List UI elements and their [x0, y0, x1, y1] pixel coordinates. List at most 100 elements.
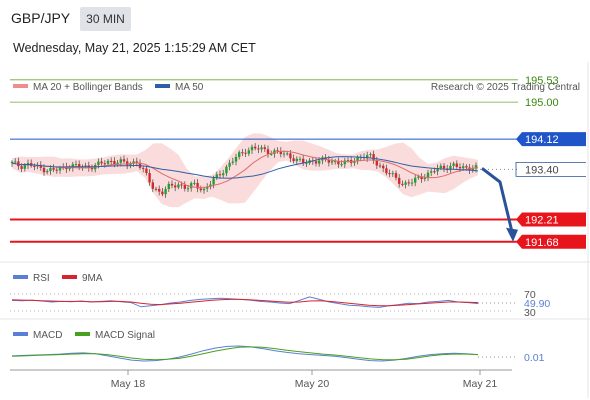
candle-body	[148, 173, 151, 183]
candle-body	[346, 160, 350, 161]
ma50-legend-label: MA 50	[175, 82, 204, 93]
candle-body	[455, 163, 458, 167]
candle-body	[42, 167, 46, 173]
candle-body	[68, 168, 71, 170]
candle-body	[228, 162, 231, 167]
candle-body	[279, 151, 282, 155]
candle-body	[180, 184, 183, 186]
candle-body	[250, 146, 254, 151]
candle-body	[78, 164, 81, 168]
candle-body	[129, 163, 132, 166]
candle-body	[170, 183, 174, 186]
level-192-21-box	[516, 212, 586, 227]
level-193-40-label: 193.40	[525, 164, 559, 176]
candle-body	[58, 167, 62, 171]
macd-last-value: 0.01	[524, 352, 545, 364]
candle-body	[353, 161, 356, 163]
candle-body	[414, 177, 417, 183]
candle-body	[382, 165, 385, 169]
rsi-ma-legend-swatch	[62, 275, 77, 279]
candle-body	[158, 188, 161, 192]
candle-body	[369, 154, 372, 156]
candle-body	[337, 161, 340, 165]
candle-body	[391, 173, 394, 175]
candle-body	[161, 191, 164, 195]
candle-body	[292, 158, 295, 162]
candle-body	[46, 171, 49, 173]
candle-body	[225, 166, 228, 174]
rsi-line	[11, 296, 479, 308]
x-label-may20: May 20	[295, 378, 330, 390]
candle-body	[33, 165, 36, 167]
rsi-last-value: 49.90	[524, 298, 550, 310]
candle-body	[52, 168, 55, 170]
rsi-level-30-label: 30	[524, 307, 536, 319]
forecast-arrow-shaft	[481, 167, 514, 233]
level-191-68-label: 191.68	[525, 237, 559, 249]
candle-body	[378, 165, 382, 167]
candle-body	[282, 153, 286, 155]
candle-body	[193, 182, 196, 184]
candle-body	[410, 182, 414, 184]
candle-body	[305, 163, 308, 165]
rsi-ma-line	[11, 298, 479, 307]
candle-body	[222, 173, 225, 176]
candle-body	[420, 176, 423, 180]
candle-body	[452, 163, 455, 166]
candle-body	[423, 177, 426, 180]
candle-body	[334, 161, 337, 163]
candle-body	[372, 154, 375, 161]
level-192-21-label: 192.21	[525, 215, 559, 227]
timeframe-button[interactable]: 30 MIN	[80, 7, 131, 31]
candle-body	[212, 178, 215, 185]
candle-body	[238, 152, 241, 157]
candle-body	[190, 183, 193, 189]
candle-body	[417, 176, 420, 178]
candle-body	[49, 168, 52, 172]
candle-body	[103, 163, 106, 165]
macd-signal-legend-label: MACD Signal	[95, 330, 155, 341]
candle-body	[254, 146, 257, 149]
candle-body	[177, 184, 180, 188]
candle-body	[462, 166, 465, 169]
candle-body	[145, 168, 148, 173]
candle-body	[199, 188, 202, 191]
candle-body	[263, 147, 266, 150]
ma50-legend-swatch	[155, 84, 170, 88]
candle-body	[385, 168, 388, 174]
candle-body	[71, 164, 74, 169]
candle-body	[270, 153, 273, 155]
candle-body	[436, 168, 439, 172]
candle-body	[433, 171, 436, 173]
candle-body	[318, 160, 321, 164]
candle-body	[449, 165, 452, 170]
candle-body	[10, 161, 14, 164]
level-194-12-box	[516, 132, 586, 147]
macd-legend-swatch	[13, 332, 28, 336]
rsi-level-70-label: 70	[524, 289, 536, 301]
candle-body	[90, 167, 94, 170]
candle-body	[74, 164, 78, 166]
candle-body	[458, 167, 462, 169]
candle-body	[366, 155, 369, 159]
candle-body	[55, 169, 58, 171]
rsi-legend-label: RSI	[33, 273, 50, 284]
candle-body	[404, 182, 407, 185]
candle-body	[183, 185, 186, 189]
candle-body	[167, 183, 170, 189]
candle-body	[209, 184, 212, 187]
candle-body	[276, 150, 279, 152]
candle-body	[340, 164, 343, 166]
candle-body	[186, 188, 190, 190]
candle-body	[394, 173, 398, 178]
candle-body	[356, 157, 359, 162]
candle-body	[154, 188, 158, 190]
ma50-line	[11, 156, 479, 179]
candle-body	[202, 188, 206, 191]
candle-body	[241, 152, 244, 154]
candle-body	[471, 168, 474, 171]
candle-body	[110, 160, 113, 162]
level-193-40-box	[515, 162, 586, 177]
